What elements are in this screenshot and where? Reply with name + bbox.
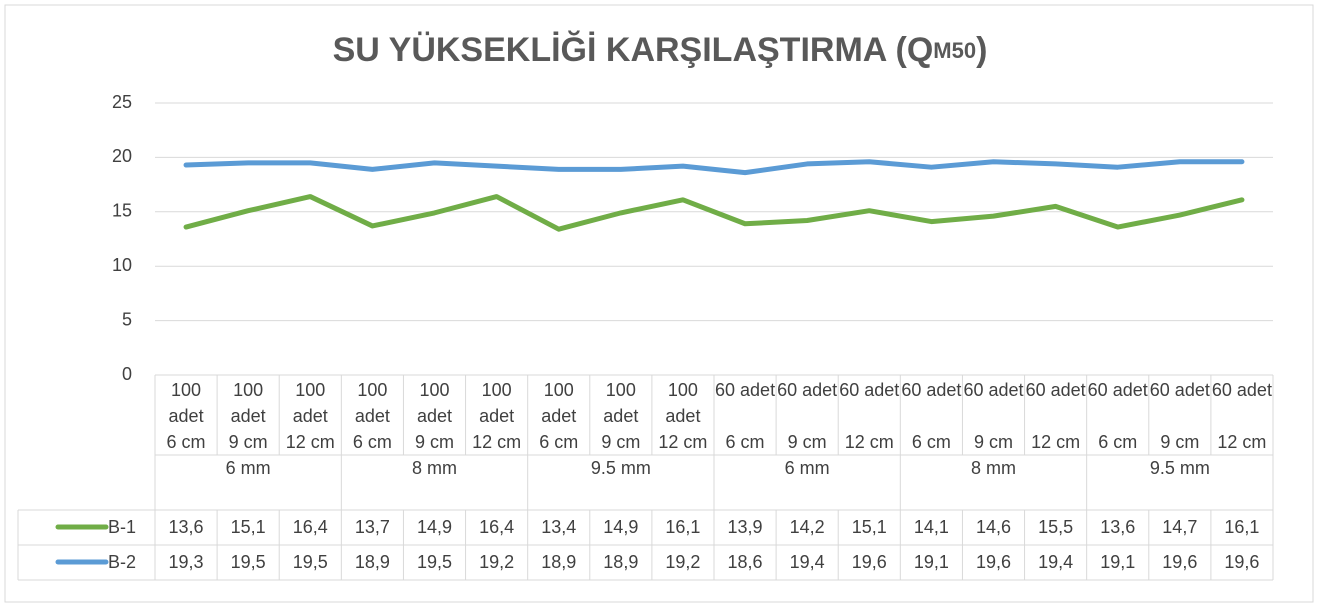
series-line	[183, 159, 1245, 176]
table-cell: 14,2	[789, 517, 825, 537]
table-cell: 18,9	[541, 552, 577, 572]
table-cell: 19,2	[479, 552, 515, 572]
table-cell: 12 cm	[1217, 432, 1267, 452]
table-cell: 16,4	[479, 517, 515, 537]
table-cell: 6 cm	[166, 432, 206, 452]
table-cell: 9 cm	[601, 432, 641, 452]
table-cell: 13,7	[354, 517, 390, 537]
table-cell: 19,4	[789, 552, 825, 572]
table-cell: 9.5 mm	[1149, 458, 1210, 478]
table-cell: 100 adet	[603, 380, 639, 426]
series-line	[183, 194, 1245, 232]
table-cell: 14,9	[603, 517, 639, 537]
table-cell: 19,4	[1038, 552, 1074, 572]
y-tick-label: 15	[112, 201, 132, 221]
table-cell: 6 mm	[784, 458, 830, 478]
table-cell: 19,2	[665, 552, 701, 572]
title-subscript: M50	[933, 38, 976, 63]
table-cell: 60 adet	[715, 380, 776, 400]
table-cell: 8 mm	[970, 458, 1016, 478]
table-cell: 60 adet	[777, 380, 838, 400]
table-cell: 60 adet	[901, 380, 962, 400]
table-cell: 16,4	[292, 517, 328, 537]
table-cell: 13,6	[1100, 517, 1136, 537]
table-cell: 19,5	[230, 552, 266, 572]
table-cell: 60 adet	[963, 380, 1024, 400]
chart-title: SU YÜKSEKLİĞİ KARŞILAŞTIRMA (QM50)	[333, 31, 988, 69]
table-cell: 6 mm	[225, 458, 271, 478]
table-cell: 12 cm	[1031, 432, 1081, 452]
table-cell: 19,5	[292, 552, 328, 572]
table-cell: 9 cm	[1160, 432, 1200, 452]
title-end: )	[976, 31, 987, 69]
table-cell: 9 cm	[414, 432, 454, 452]
table-cell: 100 adet	[292, 380, 328, 426]
table-cell: 60 adet	[839, 380, 900, 400]
table-cell: 60 adet	[1211, 380, 1272, 400]
table-cell: 14,7	[1162, 517, 1198, 537]
table-cell: 100 adet	[541, 380, 577, 426]
table-cell: 18,6	[727, 552, 763, 572]
table-cell: 12 cm	[658, 432, 708, 452]
table-cell: 12 cm	[844, 432, 894, 452]
table-cell: 6 cm	[725, 432, 765, 452]
table-cell: 15,1	[230, 517, 266, 537]
y-tick-label: 25	[112, 92, 132, 112]
title-main: SU YÜKSEKLİĞİ KARŞILAŞTIRMA (Q	[333, 31, 934, 69]
table-cell: 16,1	[665, 517, 701, 537]
table-cell: 100 adet	[479, 380, 515, 426]
table-cell: 19,5	[416, 552, 453, 572]
y-tick-label: 5	[122, 309, 132, 329]
table-cell: 19,3	[168, 552, 204, 572]
table-cell: 6 cm	[352, 432, 392, 452]
table-cell: 100 adet	[230, 380, 266, 426]
table-cell: 14,9	[416, 517, 453, 537]
table-cell: 8 mm	[411, 458, 457, 478]
table-cell: 18,9	[603, 552, 639, 572]
y-tick-label: 0	[122, 364, 132, 384]
table-cell: 9 cm	[973, 432, 1013, 452]
table-cell: 6 cm	[1098, 432, 1138, 452]
y-tick-label: 10	[112, 255, 132, 275]
table-cell: 9 cm	[228, 432, 268, 452]
table-cell: 19,6	[1224, 552, 1260, 572]
table-cell: 12 cm	[472, 432, 522, 452]
table-cell: 9 cm	[787, 432, 827, 452]
table-cell: 6 cm	[911, 432, 951, 452]
table-cell: 14,1	[913, 517, 949, 537]
table-cell: 14,6	[975, 517, 1012, 537]
table-cell: 19,6	[1162, 552, 1198, 572]
table-cell: 13,4	[541, 517, 577, 537]
y-tick-label: 20	[112, 146, 132, 166]
table-cell: 9.5 mm	[590, 458, 651, 478]
legend-label: B-1	[108, 517, 136, 537]
table-cell: 15,5	[1038, 517, 1074, 537]
table-cell: 19,6	[851, 552, 887, 572]
table-cell: 15,1	[851, 517, 887, 537]
table-cell: 60 adet	[1149, 380, 1210, 400]
table-cell: 13,9	[727, 517, 763, 537]
table-cell: 100 adet	[665, 380, 701, 426]
legend-label: B-2	[108, 552, 136, 572]
table-cell: 60 adet	[1025, 380, 1086, 400]
table-cell: 19,6	[975, 552, 1012, 572]
table-cell: 13,6	[168, 517, 204, 537]
table-cell: 19,1	[1100, 552, 1136, 572]
table-cell: 60 adet	[1087, 380, 1148, 400]
chart-border	[4, 4, 1314, 603]
table-cell: 6 cm	[539, 432, 579, 452]
table-cell: 12 cm	[285, 432, 335, 452]
table-cell: 19,1	[913, 552, 949, 572]
table-cell: 100 adet	[168, 380, 204, 426]
table-cell: 18,9	[354, 552, 390, 572]
table-cell: 16,1	[1224, 517, 1260, 537]
table-cell: 100 adet	[416, 380, 453, 426]
table-cell: 100 adet	[354, 380, 390, 426]
